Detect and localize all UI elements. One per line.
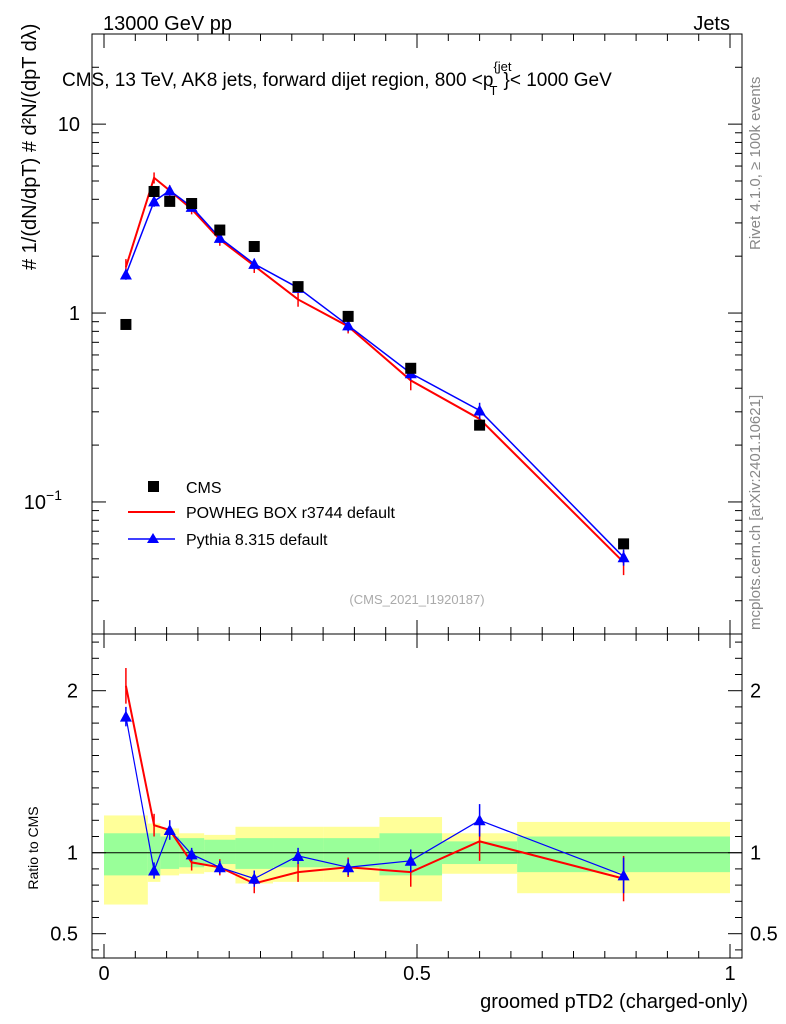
y-tick-label-ratio: 0.5 <box>50 924 78 946</box>
x-tick-label: 1 <box>724 963 735 985</box>
y-tick-label-main: 10 <box>58 114 80 136</box>
plot-title: CMS, 13 TeV, AK8 jets, forward dijet reg… <box>62 59 612 98</box>
pythia-point <box>163 184 176 196</box>
pythia-point <box>213 231 226 243</box>
pythia-ratio-point <box>248 872 261 884</box>
legend-pythia-label: Pythia 8.315 default <box>186 532 328 549</box>
cms-data-point <box>342 310 354 322</box>
pythia-point <box>119 268 132 280</box>
rivet-version-label: Rivet 4.1.0, ≥ 100k events <box>747 77 764 250</box>
legend-pythia-marker <box>147 533 159 543</box>
y-tick-label-ratio: 2 <box>67 681 78 703</box>
y-tick-label-ratio-right: 2 <box>750 681 761 703</box>
pythia-point <box>342 319 355 331</box>
y-tick-label-ratio: 1 <box>67 843 78 865</box>
pythia-ratio-point <box>617 869 630 881</box>
uncertainty-band-inner <box>235 838 274 869</box>
pythia-point <box>473 404 486 416</box>
pythia-line <box>125 189 625 558</box>
y-axis-label-ratio: Ratio to CMS <box>25 806 41 889</box>
y-tick-label-main: 1 <box>69 303 80 325</box>
x-axis-label: groomed pTD2 (charged-only) <box>480 991 748 1013</box>
cms-data-point <box>618 538 630 550</box>
pythia-ratio-point <box>185 848 198 860</box>
cms-data-point <box>120 318 132 330</box>
cms-data-point <box>248 241 260 253</box>
legend-powheg-label: POWHEG BOX r3744 default <box>186 505 396 522</box>
cms-data-point <box>214 224 226 236</box>
pythia-ratio-point <box>473 814 486 826</box>
pythia-ratio-point <box>213 861 226 873</box>
header-category: Jets <box>693 13 730 35</box>
x-tick-label: 0.5 <box>403 963 431 985</box>
cms-data-point <box>292 281 304 293</box>
cms-data-point <box>148 185 160 197</box>
cms-data-point <box>474 419 486 431</box>
y-axis-label-main: # 1/(dN/dpT) # d²N/(dpT dλ) <box>19 24 41 270</box>
uncertainty-band-inner <box>104 833 148 876</box>
cms-data-point <box>405 362 417 374</box>
pythia-ratio-point <box>119 710 132 722</box>
legend-cms-marker <box>148 481 159 492</box>
main-panel: 10−1 1 10 <box>24 33 743 635</box>
legend-cms-label: CMS <box>186 480 222 497</box>
pythia-point <box>248 257 261 269</box>
x-tick-label: 0 <box>98 963 109 985</box>
pythia-ratio-point <box>342 861 355 873</box>
y-tick-label-ratio-right: 0.5 <box>750 924 778 946</box>
ratio-panel: 0.5 0.5 1 1 2 2 0 0.5 1 <box>50 633 778 985</box>
cms-data-point <box>186 198 198 210</box>
header-energy: 13000 GeV pp <box>103 13 232 35</box>
y-tick-label-main: 10−1 <box>24 487 62 514</box>
cms-data-point <box>164 195 176 207</box>
pythia-ratio-point <box>148 864 161 876</box>
pythia-ratio-point <box>404 854 417 866</box>
pythia-ratio-point <box>163 824 176 836</box>
uncertainty-band-inner <box>147 833 161 876</box>
pythia-point <box>148 195 161 207</box>
pythia-ratio-point <box>292 849 305 861</box>
mcplots-label: mcplots.cern.ch [arXiv:2401.10621] <box>747 395 764 630</box>
pythia-point <box>617 551 630 563</box>
y-tick-label-ratio-right: 1 <box>750 843 761 865</box>
legend: CMS POWHEG BOX r3744 default Pythia 8.31… <box>128 480 396 549</box>
analysis-tag: (CMS_2021_I1920187) <box>349 592 484 607</box>
ratio-frame <box>91 633 743 959</box>
